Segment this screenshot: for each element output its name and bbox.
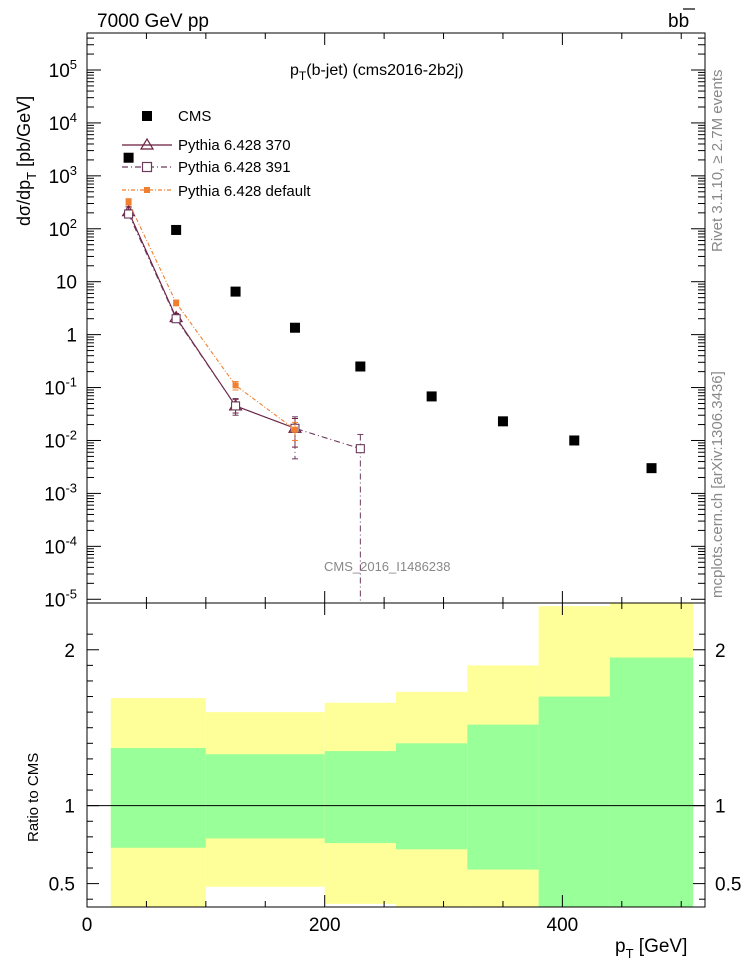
legend: CMS Pythia 6.428 370 Pythia 6.428 391 Py… — [122, 108, 311, 200]
cms-point — [355, 361, 366, 372]
pythia-6-428-391-line — [128, 213, 361, 450]
main-ytick-label: 10 — [56, 273, 77, 294]
main-ytick-label: 10-3 — [44, 480, 77, 505]
pythia-6-428-default-line — [128, 201, 296, 431]
ratio-ytick-label-right: 2 — [715, 641, 726, 662]
svg-text:CMS: CMS — [178, 108, 211, 125]
ratio-green-band-2 — [324, 751, 396, 844]
main-ytick-label: 105 — [49, 57, 77, 82]
xtick-label: 200 — [309, 915, 341, 936]
ratio-green-band-5 — [538, 696, 610, 907]
rivet-label: Rivet 3.1.10, ≥ 2.7M events — [709, 70, 726, 253]
ratio-green-band-4 — [467, 724, 539, 870]
ratio-green-band-0 — [110, 747, 206, 848]
xtick-label: 400 — [547, 915, 579, 936]
ratio-bands — [110, 603, 694, 907]
ratio-green-band-1 — [205, 754, 325, 839]
legend-item-pythia-default: Pythia 6.428 default — [122, 183, 311, 200]
xtick-label: 0 — [82, 915, 93, 936]
cms-point — [289, 322, 300, 333]
main-ytick-label: 10-1 — [44, 375, 77, 400]
main-series — [121, 152, 657, 603]
pythia-6-428-391-point — [355, 444, 365, 454]
cms-point — [230, 286, 241, 297]
pythia-6-428-391-point — [124, 209, 134, 219]
cms-point — [123, 152, 134, 163]
plot-title: pT(b-jet) (cms2016-2b2j) — [290, 62, 464, 83]
main-ytick-label: 10-2 — [44, 427, 77, 452]
main-ytick-label: 103 — [49, 163, 77, 188]
main-ytick-label: 104 — [49, 110, 77, 135]
energy-label: 7000 GeV pp — [97, 11, 209, 32]
main-ytick-label: 10-5 — [44, 586, 77, 611]
xlabel: pT [GeV] — [615, 936, 687, 961]
ratio-ytick-label: 1 — [64, 797, 75, 818]
cms-point — [171, 224, 182, 235]
main-ylabel: dσ/dpT [pb/GeV] — [14, 96, 39, 226]
ratio-axes: 0.5 0.5 1 1 2 2 0 200 400 — [49, 602, 741, 936]
ratio-green-band-3 — [396, 743, 468, 850]
svg-text:Pythia 6.428 391: Pythia 6.428 391 — [178, 159, 291, 176]
pythia-6-428-default-point — [125, 199, 132, 206]
cms-point — [426, 391, 437, 402]
main-ytick-label: 10-4 — [44, 533, 77, 558]
main-ytick-label: 102 — [49, 216, 77, 241]
main-ytick-label: 1 — [66, 326, 77, 347]
svg-text:Pythia 6.428 default: Pythia 6.428 default — [178, 183, 311, 200]
pythia-6-428-391-point — [171, 314, 181, 324]
legend-item-pythia-391: Pythia 6.428 391 — [122, 159, 291, 176]
ratio-green-band-6 — [609, 657, 694, 907]
ratio-ylabel: Ratio to CMS — [25, 753, 42, 842]
pythia-6-428-default-point — [291, 426, 298, 433]
cms-point — [569, 435, 580, 446]
cms-point — [646, 463, 657, 474]
ratio-ytick-label: 0.5 — [49, 875, 75, 896]
mcplots-label: mcplots.cern.ch [arXiv:1306.3436] — [709, 371, 726, 598]
pythia-6-428-default-point — [173, 299, 180, 306]
pythia-6-428-default-point — [232, 382, 239, 389]
pythia-6-428-391-point — [231, 401, 241, 411]
ratio-ytick-label-right: 0.5 — [715, 875, 741, 896]
analysis-watermark: CMS_2016_I1486238 — [324, 559, 451, 574]
svg-text:Pythia 6.428 370: Pythia 6.428 370 — [178, 137, 291, 154]
ratio-ytick-label: 2 — [64, 641, 75, 662]
main-frame — [86, 32, 706, 604]
pythia-6-428-370-line — [128, 211, 296, 429]
cms-point — [497, 416, 508, 427]
process-label: bb — [668, 8, 695, 32]
legend-item-pythia-370: Pythia 6.428 370 — [122, 137, 291, 154]
legend-item-cms: CMS — [142, 108, 211, 125]
svg-text:bb: bb — [668, 11, 689, 32]
ratio-ytick-label-right: 1 — [715, 797, 726, 818]
